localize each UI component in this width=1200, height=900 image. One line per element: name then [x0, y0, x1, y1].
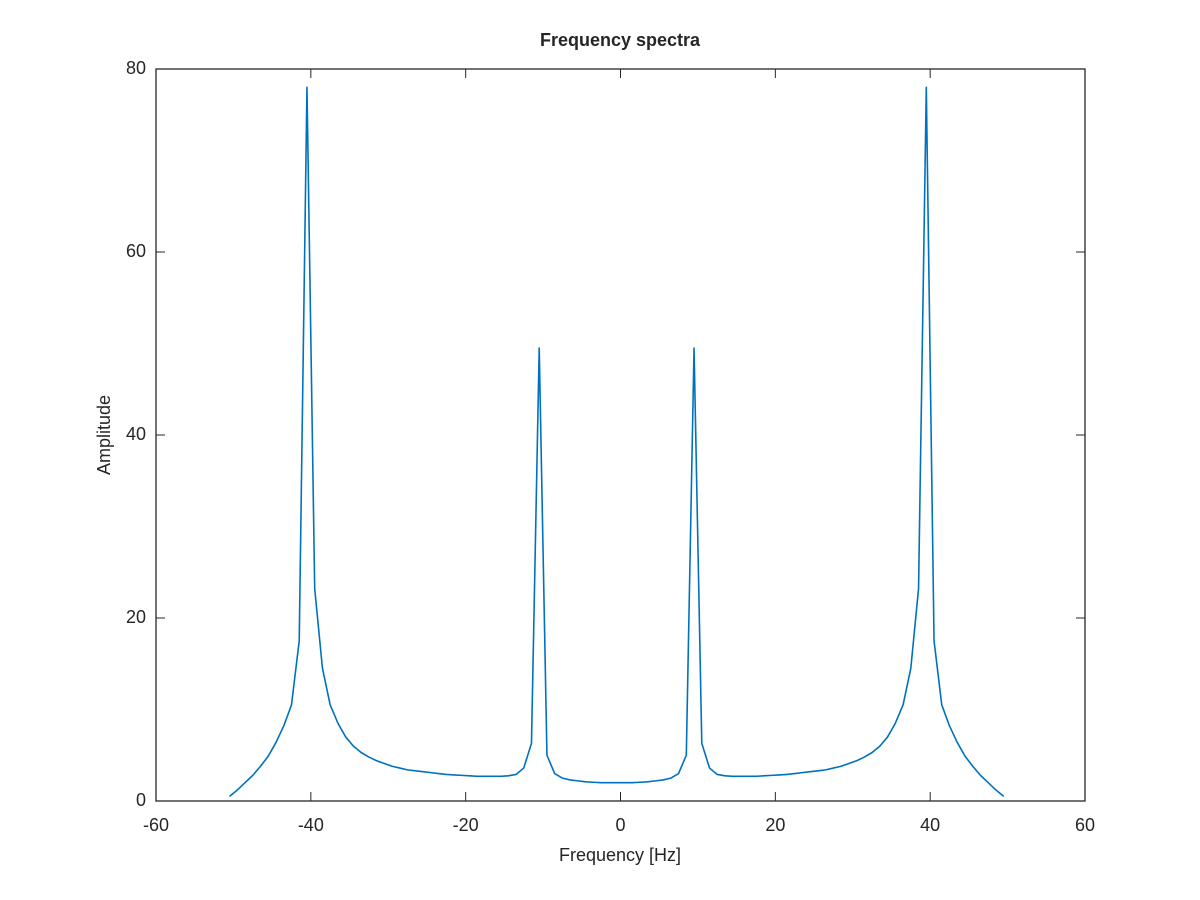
x-tick-label: -60	[143, 815, 169, 835]
x-tick-label: -20	[453, 815, 479, 835]
x-tick-label: -40	[298, 815, 324, 835]
x-tick-label: 60	[1075, 815, 1095, 835]
data-line	[229, 86, 1005, 798]
y-tick-label: 0	[136, 790, 146, 810]
y-axis-label: Amplitude	[94, 395, 114, 475]
x-tick-label: 20	[765, 815, 785, 835]
y-tick-label: 20	[126, 607, 146, 627]
x-tick-label: 0	[615, 815, 625, 835]
y-tick-label: 40	[126, 424, 146, 444]
y-tick-label: 60	[126, 241, 146, 261]
x-tick-label: 40	[920, 815, 940, 835]
y-tick-label: 80	[126, 58, 146, 78]
x-axis-label: Frequency [Hz]	[559, 845, 681, 865]
plot-frame	[155, 68, 1086, 802]
chart-title: Frequency spectra	[540, 30, 701, 50]
